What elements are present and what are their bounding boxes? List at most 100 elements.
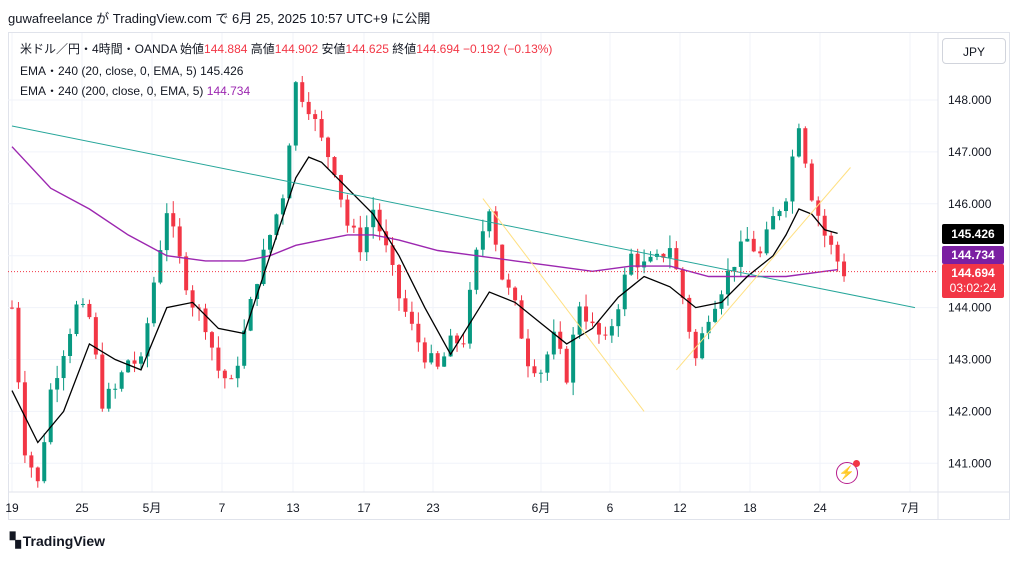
candle-body bbox=[648, 256, 653, 262]
candle-body bbox=[558, 331, 563, 349]
candle-body bbox=[822, 215, 827, 236]
candle-body bbox=[216, 347, 221, 371]
candle-body bbox=[596, 323, 601, 335]
candle-body bbox=[474, 249, 479, 290]
y-tick-label: 148.000 bbox=[948, 93, 992, 107]
ohlc-legend: 米ドル／円・4時間・OANDA 始値144.884 高値144.902 安値14… bbox=[20, 40, 552, 57]
x-tick-label: 12 bbox=[673, 501, 687, 515]
close-value: 144.694 bbox=[416, 42, 460, 56]
candle-body bbox=[577, 306, 582, 335]
candle-body bbox=[268, 235, 272, 250]
low-value: 144.625 bbox=[345, 42, 389, 56]
tradingview-logo: ▚ TradingView bbox=[10, 532, 105, 549]
ema200-line bbox=[11, 146, 838, 278]
alert-bolt-icon[interactable]: ⚡ bbox=[836, 460, 860, 484]
candle-body bbox=[790, 156, 795, 202]
candle-body bbox=[764, 229, 769, 254]
candle-body bbox=[10, 307, 14, 309]
candle-body bbox=[603, 334, 608, 336]
candle-body bbox=[132, 360, 137, 364]
candle-body bbox=[184, 256, 189, 291]
candle-body bbox=[609, 326, 614, 336]
candle-body bbox=[319, 119, 324, 138]
candle-body bbox=[422, 342, 427, 363]
candle-body bbox=[751, 238, 756, 252]
candle-body bbox=[784, 201, 788, 212]
x-tick-label: 6 bbox=[607, 501, 614, 515]
candle-body bbox=[680, 269, 685, 298]
x-tick-label: 7月 bbox=[901, 501, 920, 515]
y-tick-label: 146.000 bbox=[948, 197, 992, 211]
candle-body bbox=[551, 331, 556, 355]
ema20-line bbox=[11, 156, 838, 444]
candle-body bbox=[171, 213, 176, 227]
x-tick-label: 23 bbox=[426, 501, 440, 515]
candle-body bbox=[538, 372, 543, 374]
candle-body bbox=[358, 227, 363, 253]
candle-body bbox=[487, 211, 492, 232]
candle-body bbox=[255, 284, 260, 300]
candle-body bbox=[300, 82, 305, 102]
candle-body bbox=[397, 264, 401, 299]
yellow-channel-line bbox=[482, 198, 645, 412]
close-label: 終値 bbox=[392, 42, 417, 56]
candle-body bbox=[758, 251, 763, 254]
x-tick-label: 6月 bbox=[532, 501, 551, 515]
candle-body bbox=[235, 365, 240, 379]
last-price-tag: 144.694 03:02:24 bbox=[942, 264, 1004, 298]
candle-body bbox=[55, 378, 60, 390]
candle-body bbox=[455, 335, 460, 344]
candle-body bbox=[338, 175, 343, 200]
currency-button[interactable]: JPY bbox=[942, 38, 1006, 64]
candle-body bbox=[29, 455, 34, 468]
candle-body bbox=[68, 334, 73, 357]
candle-body bbox=[829, 235, 834, 245]
candle-body bbox=[126, 360, 131, 373]
candle-body bbox=[384, 231, 389, 246]
candle-body bbox=[190, 290, 195, 308]
brand-name: TradingView bbox=[22, 532, 105, 549]
candle-body bbox=[493, 211, 498, 245]
candle-body bbox=[571, 334, 576, 383]
symbol-label[interactable]: 米ドル／円・4時間・OANDA bbox=[20, 42, 177, 56]
x-tick-label: 13 bbox=[286, 501, 300, 515]
ema200-label: EMA・240 (200, close, 0, EMA, 5) bbox=[20, 84, 204, 98]
candle-body bbox=[16, 307, 21, 383]
chart-frame[interactable] bbox=[8, 32, 1010, 520]
candle-body bbox=[48, 389, 53, 443]
candle-body bbox=[513, 287, 518, 301]
candle-body bbox=[145, 323, 150, 357]
candle-body bbox=[261, 249, 266, 285]
candle-body bbox=[22, 382, 27, 456]
candle-body bbox=[803, 128, 808, 164]
y-tick-label: 147.000 bbox=[948, 145, 992, 159]
candle-body bbox=[377, 209, 382, 232]
notification-dot bbox=[853, 460, 860, 467]
candle-body bbox=[203, 308, 208, 333]
ema20-legend[interactable]: EMA・240 (20, close, 0, EMA, 5) 145.426 bbox=[20, 62, 243, 79]
high-value: 144.902 bbox=[274, 42, 319, 56]
candle-body bbox=[229, 378, 234, 380]
ema20-label: EMA・240 (20, close, 0, EMA, 5) bbox=[20, 64, 197, 78]
candle-body bbox=[222, 370, 227, 379]
yellow-channel-line bbox=[676, 167, 851, 371]
candle-body bbox=[661, 253, 666, 258]
candle-body bbox=[403, 298, 408, 312]
candle-body bbox=[506, 279, 511, 288]
candle-body bbox=[351, 225, 356, 228]
ema20-price-tag: 145.426 bbox=[942, 224, 1004, 244]
candle-body bbox=[416, 323, 421, 343]
ema200-legend[interactable]: EMA・240 (200, close, 0, EMA, 5) 144.734 bbox=[20, 82, 250, 99]
candle-body bbox=[642, 261, 647, 268]
candle-body bbox=[119, 372, 124, 389]
x-tick-label: 24 bbox=[813, 501, 827, 515]
descending-trendline bbox=[11, 125, 916, 309]
candle-body bbox=[287, 145, 292, 199]
candle-body bbox=[177, 226, 182, 257]
candle-body bbox=[467, 289, 472, 344]
y-tick-label: 143.000 bbox=[948, 353, 992, 367]
change-value: −0.192 (−0.13%) bbox=[463, 42, 553, 56]
candle-body bbox=[674, 248, 679, 270]
candle-body bbox=[745, 238, 750, 242]
